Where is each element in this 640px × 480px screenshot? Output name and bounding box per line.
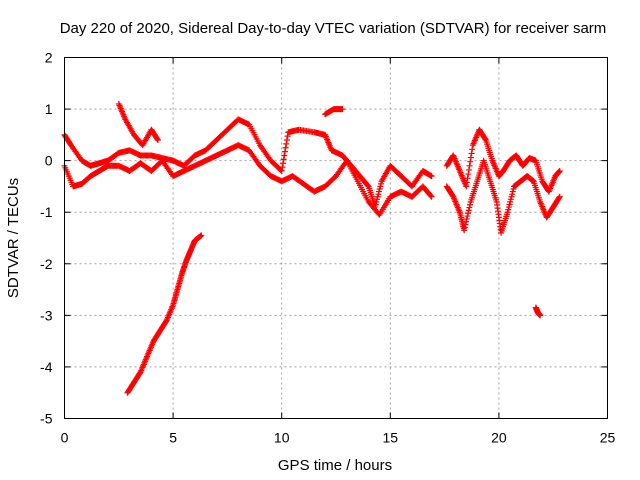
data-point [556, 194, 563, 201]
grid-lines [64, 57, 608, 419]
y-tick-label: -3 [40, 307, 53, 323]
data-point [280, 160, 287, 167]
data-point [463, 183, 470, 190]
series-short-arc-a [115, 100, 161, 149]
data-point [461, 227, 468, 234]
x-tick-label: 15 [383, 430, 399, 446]
y-tick-label: -4 [40, 359, 53, 375]
data-point [469, 146, 476, 153]
y-tick-label: 2 [45, 50, 53, 66]
y-axis-label: SDTVAR / TECUs [5, 178, 22, 298]
data-point [537, 312, 544, 319]
y-tick-label: -5 [40, 411, 53, 427]
data-point [278, 167, 285, 174]
data-point [556, 193, 563, 200]
data-point [284, 133, 291, 140]
data-point [464, 175, 471, 182]
data-point [468, 150, 475, 157]
x-tick-label: 20 [491, 430, 507, 446]
data-point [463, 215, 470, 222]
data-point [279, 164, 286, 171]
data-point [461, 224, 468, 231]
data-point [283, 140, 290, 147]
data-point [465, 166, 472, 173]
y-tick-label: -2 [40, 256, 53, 272]
data-point [339, 106, 346, 113]
y-tick-label: 0 [45, 153, 53, 169]
data-point [465, 207, 472, 214]
series-short-arc-b [322, 106, 346, 118]
chart-title: Day 220 of 2020, Sidereal Day-to-day VTE… [60, 20, 607, 37]
data-point [283, 137, 290, 144]
data-point [282, 144, 289, 151]
data-point [467, 154, 474, 161]
data-point [428, 193, 435, 200]
axis-ticks: 0 5 10 15 20 25 -5 -4 -3 -2 -1 0 1 2 [40, 50, 615, 446]
data-point [464, 213, 471, 220]
plot-frame [64, 57, 608, 419]
data-point [556, 167, 563, 174]
data-point [466, 162, 473, 169]
series-decline-track [124, 232, 205, 396]
data-point [465, 171, 472, 178]
data-point [463, 218, 470, 225]
data-point [364, 182, 371, 189]
data-point [462, 221, 469, 228]
series-main-band-lower [61, 142, 435, 218]
x-tick-label: 5 [169, 430, 177, 446]
x-tick-label: 10 [274, 430, 290, 446]
x-tick-label: 0 [61, 430, 69, 446]
data-point [482, 135, 489, 142]
y-tick-label: 1 [45, 101, 53, 117]
data-point [198, 232, 205, 239]
data-point [427, 192, 434, 199]
y-tick-label: -1 [40, 204, 53, 220]
data-points [61, 100, 563, 396]
data-point [280, 156, 287, 163]
data-point [154, 137, 161, 144]
data-point [154, 135, 161, 142]
series-late-band-upper [443, 126, 563, 195]
data-point [463, 179, 470, 186]
data-point [466, 204, 473, 211]
data-point [281, 148, 288, 155]
data-point [467, 201, 474, 208]
data-point [465, 210, 472, 217]
data-point [467, 158, 474, 165]
series-isolated-cluster [532, 304, 544, 319]
x-tick-label: 25 [600, 430, 616, 446]
data-point [281, 152, 288, 159]
series-late-band-lower [443, 157, 563, 236]
x-axis-label: GPS time / hours [278, 457, 392, 474]
data-point [428, 173, 435, 180]
